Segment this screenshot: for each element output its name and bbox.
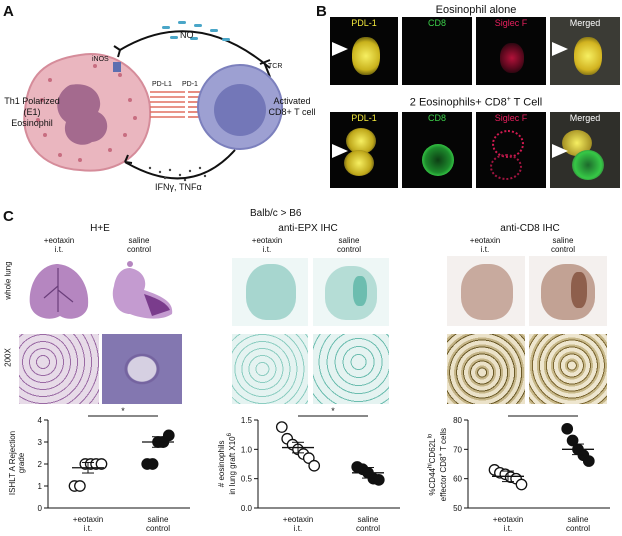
inos-label: iNOS [92,56,109,63]
data-point [95,458,108,470]
he-saline-200x-image [102,334,182,404]
he-eotaxin-200x-image [19,334,99,404]
cytokine-dots [148,166,207,182]
y-tick-label: 80 [453,416,462,425]
row1-merged-image: Merged [550,17,620,85]
data-point [582,455,595,467]
y-tick-label: 0 [38,504,43,513]
epx-title: anti-EPX IHC [278,223,338,234]
epx-eotaxin-whole-lung [232,258,308,326]
data-point [308,459,321,472]
x-category-label: control [356,524,380,533]
he-title: H+E [90,223,110,234]
tcr-label: TCR [268,63,283,70]
y-tick-label: 50 [453,504,462,513]
mag-row-label: 200X [3,348,13,367]
row2-pdl1-image: PDL-1 [330,112,398,188]
pd1-label: PD-1 [182,81,198,88]
x-category-label: i.t. [294,524,302,533]
data-point [515,478,528,491]
x-category-label: i.t. [504,524,512,533]
he-ylabel: ISHLT A Rejection grade [8,430,26,496]
x-category-label: +eotaxin [493,515,523,524]
he-eotaxin-whole-lung [29,264,89,319]
cytokine-label: IFNγ, TNFα [155,182,202,192]
x-category-label: +eotaxin [283,515,313,524]
cd8-col1-label: +eotaxin i.t. [469,236,501,254]
y-tick-label: 70 [453,445,462,454]
row1-siglecf-image: Siglec F [476,17,546,85]
pdl1-pd1-interaction [150,91,202,118]
row1-cd8-image: CD8 [402,17,472,85]
strain-header: Balb/c > B6 [250,208,302,219]
data-point [275,421,288,433]
significance-label: * [121,406,125,416]
epx-col2-label: saline control [336,236,361,254]
data-point [566,434,579,447]
significance-label: * [331,406,335,416]
panel-b-letter: B [316,3,327,20]
data-point [74,480,86,492]
row1-title: Eosinophil alone [435,4,517,16]
row1-pdl1-image: PDL-1 [330,17,398,85]
x-category-label: control [146,524,170,533]
he-col2-label: saline control [126,236,151,254]
x-category-label: saline [568,515,589,524]
cytokine-arrow-arc [124,149,236,180]
data-point [162,429,175,442]
x-category-label: +eotaxin [73,515,103,524]
no-label: NO [180,30,194,40]
x-category-label: control [566,524,590,533]
cd8-eotaxin-whole-lung [447,256,525,326]
cd8-col2-label: saline control [550,236,575,254]
row2-siglecf-image: Siglec F [476,112,546,188]
tcell-nucleus [214,84,266,136]
data-point [561,422,574,435]
cd8-saline-whole-lung [529,256,607,326]
row2-title: 2 Eosinophils+ CD8+ T Cell [409,96,543,109]
no-arrow-arc [119,30,271,69]
no-particles [162,21,230,41]
panel-a-diagram [23,21,283,182]
cd8-saline-200x-image [529,334,607,404]
cd8-title: anti-CD8 IHC [500,223,560,234]
tcell-label: Activated CD8+ T cell [268,96,316,117]
cd8-ylabel: %CD44hiCD62Llo effector CD8+ T cells [427,428,448,502]
y-tick-label: 3 [38,438,43,447]
eosinophil-label: Th1 Polarized (E1) Eosinophil [4,96,60,128]
epx-saline-whole-lung [313,258,389,326]
inos-receptor [113,62,121,72]
pdl1-label: PD-L1 [152,81,172,88]
epx-col1-label: +eotaxin i.t. [251,236,283,254]
y-tick-label: 60 [453,475,462,484]
row2-merged-image: Merged [550,112,620,188]
he-col1-label: +eotaxin i.t. [43,236,75,254]
y-tick-label: 0.5 [241,475,253,484]
epx-ylabel: # eosinophils in lung graft X106 [217,433,237,495]
eosinophil-granules [36,64,137,162]
epx-eotaxin-200x-image [232,334,308,404]
he-saline-whole-lung [112,261,173,319]
y-tick-label: 1.5 [241,416,253,425]
x-category-label: saline [148,515,169,524]
y-tick-label: 4 [38,416,43,425]
epx-saline-200x-image [313,334,389,404]
x-category-label: saline [358,515,379,524]
y-tick-label: 0.0 [241,504,253,513]
panel-c-letter: C [3,208,14,225]
data-point [146,458,159,470]
cd8-eotaxin-200x-image [447,334,525,404]
row2-cd8-image: CD8 [402,112,472,188]
whole-lung-row-label: whole lung [3,261,13,300]
eosinophil-nucleus [57,84,108,145]
panel-a-letter: A [3,3,14,20]
x-category-label: i.t. [84,524,92,533]
data-point [372,473,385,486]
y-tick-label: 1 [38,482,43,491]
y-tick-label: 1.0 [241,445,253,454]
y-tick-label: 2 [38,460,43,469]
